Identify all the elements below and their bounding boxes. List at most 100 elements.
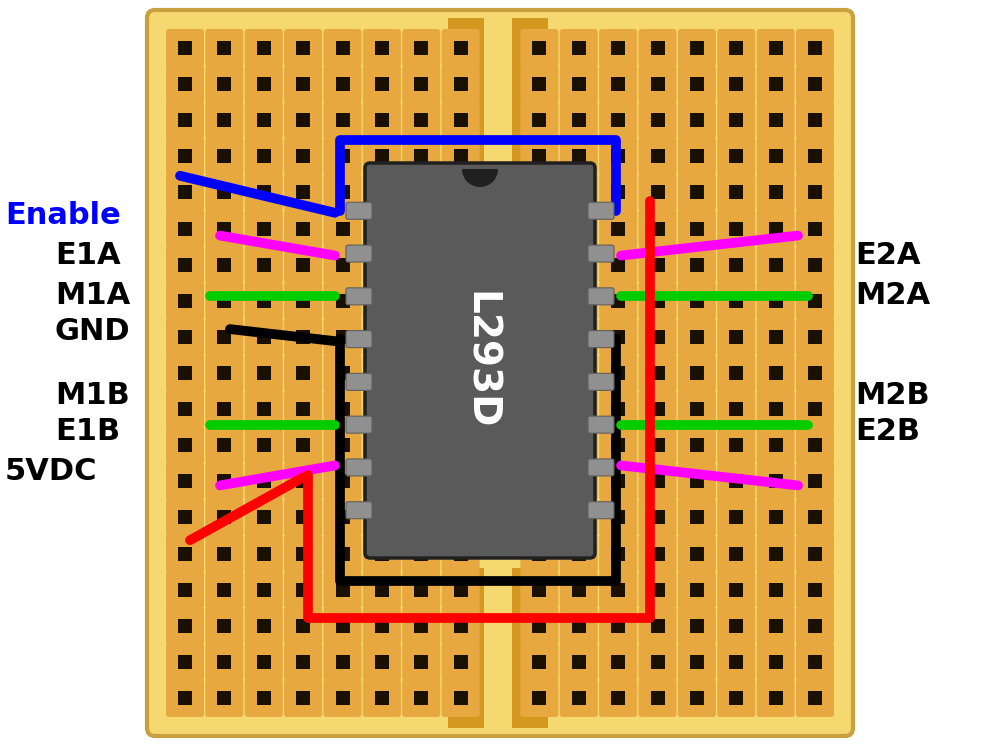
Bar (532, 691, 546, 705)
Bar (336, 655, 350, 669)
Bar (454, 257, 468, 272)
Bar (336, 402, 350, 416)
FancyBboxPatch shape (678, 463, 716, 501)
Bar (454, 510, 468, 524)
Bar (532, 510, 546, 524)
FancyBboxPatch shape (757, 101, 795, 140)
FancyBboxPatch shape (245, 463, 283, 501)
FancyBboxPatch shape (363, 354, 401, 392)
FancyBboxPatch shape (166, 571, 204, 609)
Bar (296, 583, 310, 597)
FancyBboxPatch shape (560, 463, 598, 501)
Bar (296, 366, 310, 380)
FancyBboxPatch shape (205, 606, 243, 645)
FancyBboxPatch shape (796, 606, 834, 645)
Bar (178, 330, 192, 344)
Bar (336, 257, 350, 272)
FancyBboxPatch shape (346, 288, 372, 305)
FancyBboxPatch shape (639, 679, 676, 717)
Bar (414, 438, 428, 452)
FancyBboxPatch shape (796, 354, 834, 392)
Bar (729, 618, 743, 633)
FancyBboxPatch shape (363, 245, 401, 283)
FancyBboxPatch shape (599, 426, 637, 464)
Bar (769, 438, 783, 452)
Bar (611, 222, 625, 236)
FancyBboxPatch shape (588, 330, 614, 348)
FancyBboxPatch shape (520, 463, 558, 501)
Bar (650, 655, 664, 669)
Bar (650, 77, 664, 91)
FancyBboxPatch shape (639, 498, 676, 536)
Bar (769, 474, 783, 489)
Bar (336, 474, 350, 489)
FancyBboxPatch shape (205, 643, 243, 681)
Bar (532, 186, 546, 199)
FancyBboxPatch shape (796, 535, 834, 573)
Bar (257, 186, 271, 199)
FancyBboxPatch shape (678, 137, 716, 175)
FancyBboxPatch shape (284, 65, 322, 103)
Bar (454, 77, 468, 91)
FancyBboxPatch shape (402, 679, 440, 717)
FancyBboxPatch shape (796, 463, 834, 501)
Bar (257, 655, 271, 669)
FancyBboxPatch shape (757, 354, 795, 392)
Bar (650, 149, 664, 163)
Bar (257, 294, 271, 308)
FancyBboxPatch shape (205, 65, 243, 103)
FancyBboxPatch shape (442, 210, 480, 248)
FancyBboxPatch shape (245, 173, 283, 211)
FancyBboxPatch shape (520, 65, 558, 103)
Bar (454, 402, 468, 416)
Bar (178, 366, 192, 380)
FancyBboxPatch shape (402, 137, 440, 175)
Bar (690, 330, 704, 344)
Bar (414, 402, 428, 416)
Bar (532, 474, 546, 489)
Bar (217, 257, 231, 272)
FancyBboxPatch shape (757, 535, 795, 573)
FancyBboxPatch shape (245, 679, 283, 717)
FancyBboxPatch shape (520, 535, 558, 573)
FancyBboxPatch shape (324, 101, 362, 140)
Bar (257, 41, 271, 55)
FancyBboxPatch shape (560, 245, 598, 283)
FancyBboxPatch shape (796, 245, 834, 283)
FancyBboxPatch shape (284, 571, 322, 609)
Bar (257, 474, 271, 489)
FancyBboxPatch shape (166, 426, 204, 464)
FancyBboxPatch shape (639, 606, 676, 645)
Bar (769, 547, 783, 560)
Bar (532, 402, 546, 416)
FancyBboxPatch shape (639, 571, 676, 609)
Bar (611, 41, 625, 55)
FancyBboxPatch shape (205, 679, 243, 717)
FancyBboxPatch shape (639, 173, 676, 211)
FancyBboxPatch shape (560, 65, 598, 103)
Bar (769, 77, 783, 91)
FancyBboxPatch shape (678, 245, 716, 283)
FancyBboxPatch shape (205, 571, 243, 609)
Bar (178, 77, 192, 91)
Text: GND: GND (55, 318, 131, 346)
Text: M1B: M1B (55, 380, 130, 410)
FancyBboxPatch shape (717, 571, 755, 609)
FancyBboxPatch shape (365, 163, 595, 558)
Text: E2B: E2B (855, 418, 920, 447)
Bar (375, 618, 389, 633)
FancyBboxPatch shape (324, 65, 362, 103)
Bar (769, 618, 783, 633)
FancyBboxPatch shape (599, 390, 637, 428)
FancyBboxPatch shape (284, 210, 322, 248)
Bar (769, 257, 783, 272)
Bar (611, 257, 625, 272)
Bar (414, 113, 428, 128)
Text: E1B: E1B (55, 418, 120, 447)
Bar (808, 294, 822, 308)
FancyBboxPatch shape (678, 354, 716, 392)
Bar (572, 222, 586, 236)
Bar (650, 547, 664, 560)
Bar (375, 186, 389, 199)
Bar (375, 41, 389, 55)
